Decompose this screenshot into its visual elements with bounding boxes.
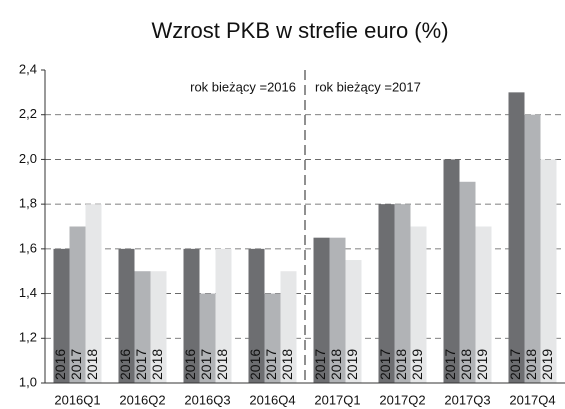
bar-label: 2018: [458, 349, 474, 380]
bar-label: 2019: [539, 349, 555, 380]
bar: [475, 226, 492, 383]
bar-label: 2017: [442, 349, 458, 380]
y-tick-label: 2,0: [19, 151, 37, 166]
bar-label: 2018: [84, 349, 100, 380]
bar: [524, 114, 541, 383]
bar-label: 2018: [328, 349, 344, 380]
x-tick-label: 2017Q1: [314, 392, 360, 407]
bar: [345, 260, 362, 383]
bar: [53, 248, 70, 383]
bar-label: 2018: [523, 349, 539, 380]
bar: [329, 237, 346, 383]
bar-label: 2016: [117, 349, 133, 380]
bar-label: 2017: [312, 349, 328, 380]
bar: [508, 92, 525, 383]
y-tick-label: 1,2: [19, 330, 37, 345]
bar-label: 2017: [377, 349, 393, 380]
bar: [69, 226, 86, 383]
chart-title: Wzrost PKB w strefie euro (%): [151, 18, 448, 43]
bar: [540, 159, 557, 383]
bar: [459, 181, 476, 383]
bar-label: 2017: [263, 349, 279, 380]
bar: [443, 159, 460, 383]
x-tick-label: 2016Q4: [249, 392, 295, 407]
y-tick-label: 1,0: [19, 374, 37, 389]
bar-label: 2017: [133, 349, 149, 380]
x-tick-label: 2017Q2: [379, 392, 425, 407]
bar: [378, 204, 395, 383]
bar: [118, 248, 135, 383]
bar: [134, 271, 151, 383]
x-tick-label: 2016Q1: [54, 392, 100, 407]
y-tick-label: 1,6: [19, 240, 37, 255]
x-tick-label: 2016Q3: [184, 392, 230, 407]
y-tick-label: 1,8: [19, 196, 37, 211]
bar-label: 2018: [214, 349, 230, 380]
bar-label: 2019: [409, 349, 425, 380]
x-tick-label: 2017Q3: [444, 392, 490, 407]
bar-label: 2018: [279, 349, 295, 380]
bar-label: 2018: [149, 349, 165, 380]
bar: [183, 248, 200, 383]
y-tick-label: 2,4: [19, 61, 37, 76]
bar-label: 2016: [52, 349, 68, 380]
bar-label: 2017: [198, 349, 214, 380]
bar-label: 2019: [344, 349, 360, 380]
x-tick-label: 2016Q2: [119, 392, 165, 407]
bar: [199, 293, 216, 383]
bar: [85, 204, 102, 383]
y-tick-label: 1,4: [19, 285, 37, 300]
bar-label: 2017: [507, 349, 523, 380]
bar: [410, 226, 427, 383]
bar-label: 2018: [393, 349, 409, 380]
bar: [280, 271, 297, 383]
bar: [394, 204, 411, 383]
annotation: rok bieżący =2016: [190, 79, 296, 94]
bar: [248, 248, 265, 383]
bar: [264, 293, 281, 383]
bar-label: 2019: [474, 349, 490, 380]
annotation: rok bieżący =2017: [315, 79, 421, 94]
x-tick-label: 2017Q4: [509, 392, 555, 407]
bar: [215, 248, 232, 383]
bar-label: 2016: [247, 349, 263, 380]
bar-label: 2016: [182, 349, 198, 380]
bar-label: 2017: [68, 349, 84, 380]
bar: [150, 271, 167, 383]
y-tick-label: 2,2: [19, 106, 37, 121]
bar: [313, 237, 330, 383]
